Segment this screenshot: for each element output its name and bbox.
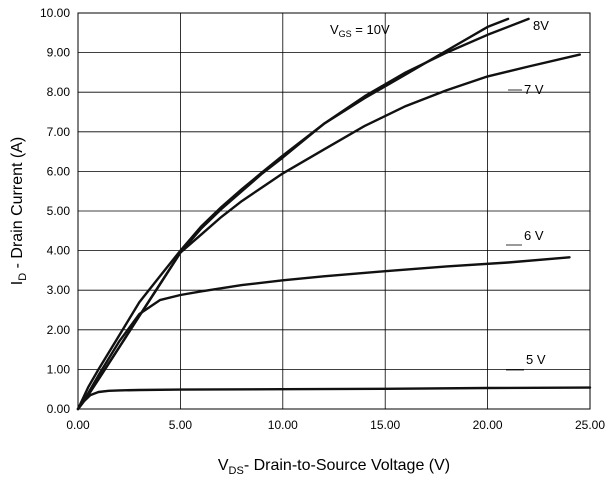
x-tick-label: 5.00 — [169, 418, 193, 432]
series-label: 5 V — [526, 352, 546, 367]
y-tick-label: 5.00 — [47, 204, 71, 218]
grid — [77, 12, 591, 410]
y-tick-label: 6.00 — [47, 164, 71, 178]
y-tick-label: 10.00 — [40, 6, 70, 20]
series-label: 6 V — [524, 228, 544, 243]
series-labels: VGS = 10V 8V 7 V 6 V 5 V — [330, 18, 549, 371]
y-axis-label: ID - Drain Current (A) — [9, 137, 29, 285]
series-label: VGS = 10V — [330, 22, 390, 39]
series-line — [76, 256, 571, 411]
plot-area — [77, 12, 591, 410]
y-tick-label: 2.00 — [47, 323, 71, 337]
x-tick-label: 0.00 — [66, 418, 90, 432]
y-tick-label: 8.00 — [47, 85, 71, 99]
series-line — [76, 17, 530, 411]
series-line — [76, 53, 581, 411]
y-tick-label: 1.00 — [47, 362, 71, 376]
curves — [76, 17, 592, 411]
x-tick-label: 10.00 — [268, 418, 298, 432]
y-tick-label: 3.00 — [47, 283, 71, 297]
y-tick-label: 7.00 — [47, 125, 71, 139]
series-line — [76, 386, 592, 411]
x-tick-label: 15.00 — [370, 418, 400, 432]
x-tick-label: 20.00 — [473, 418, 503, 432]
tick-labels: 0.00 5.00 10.00 15.00 20.00 25.00 0.00 1.00 2.00… — [40, 6, 605, 432]
series-line — [76, 17, 510, 411]
y-tick-label: 4.00 — [47, 244, 71, 258]
x-tick-label: 25.00 — [575, 418, 605, 432]
series-label: 8V — [533, 18, 549, 33]
x-axis-label: VDS- Drain-to-Source Voltage (V) — [218, 457, 450, 477]
series-label: 7 V — [524, 82, 544, 97]
y-tick-label: 9.00 — [47, 46, 71, 60]
y-tick-label: 0.00 — [47, 402, 71, 416]
